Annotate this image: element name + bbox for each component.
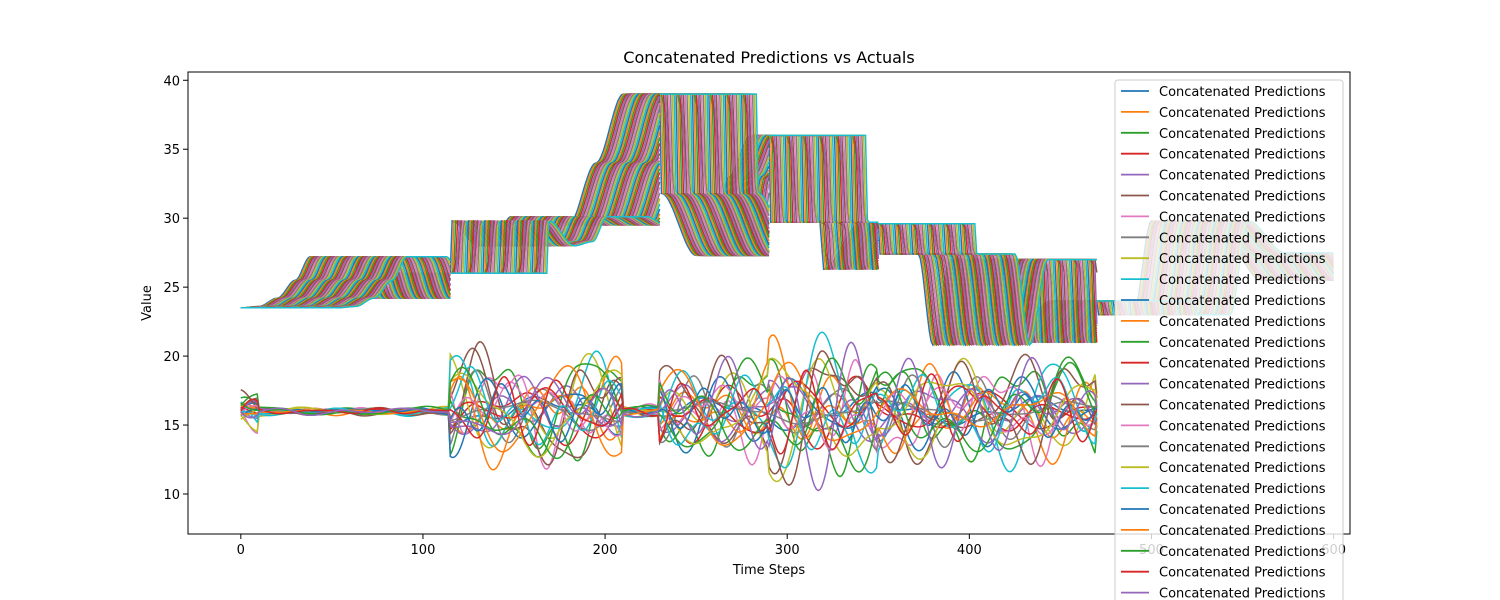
legend-entry-label: Concatenated Predictions	[1159, 273, 1326, 288]
legend-box	[1114, 79, 1344, 600]
legend-entry-label: Concatenated Predictions	[1159, 482, 1326, 497]
legend-entry-label: Concatenated Predictions	[1159, 587, 1326, 600]
chart-title: Concatenated Predictions vs Actuals	[623, 48, 914, 67]
legend-entry-label: Concatenated Predictions	[1159, 315, 1326, 330]
y-tick-label: 25	[163, 281, 180, 296]
legend-entry-label: Concatenated Predictions	[1159, 231, 1326, 246]
legend-entry-label: Concatenated Predictions	[1159, 357, 1326, 372]
actual-series-line	[240, 93, 1334, 347]
y-axis-label: Value	[140, 285, 155, 321]
legend-entry-label: Concatenated Predictions	[1159, 545, 1326, 560]
legend-entry-label: Concatenated Predictions	[1159, 127, 1326, 142]
legend-entry-label: Concatenated Predictions	[1159, 252, 1326, 267]
y-tick-label: 30	[163, 212, 180, 227]
x-axis-label: Time Steps	[732, 563, 806, 578]
x-tick-label: 100	[411, 543, 436, 558]
legend-entry-label: Concatenated Predictions	[1159, 148, 1326, 163]
y-tick-label: 20	[163, 350, 180, 365]
y-tick-label: 15	[163, 419, 180, 434]
x-tick-label: 0	[237, 543, 245, 558]
prediction-series-line	[240, 341, 1098, 492]
y-tick-label: 40	[163, 74, 180, 89]
legend-entry-label: Concatenated Predictions	[1159, 190, 1326, 205]
x-tick-label: 200	[593, 543, 618, 558]
series-layer	[240, 93, 1335, 492]
legend-entry-label: Concatenated Predictions	[1159, 440, 1326, 455]
legend-entry-label: Concatenated Predictions	[1159, 524, 1326, 539]
prediction-series-line	[240, 357, 1097, 460]
legend: Concatenated Predictions Concatenated Pre…	[1114, 79, 1344, 600]
y-axis: 10 15 20 25 30 35 40	[163, 74, 188, 503]
legend-entry-label: Concatenated Predictions	[1159, 399, 1326, 414]
legend-entry-label: Concatenated Predictions	[1159, 85, 1326, 100]
legend-entry-label: Concatenated Predictions	[1159, 566, 1326, 581]
legend-entry-label: Concatenated Predictions	[1159, 461, 1326, 476]
legend-entry-label: Concatenated Predictions	[1159, 210, 1326, 225]
legend-entry-label: Concatenated Predictions	[1159, 503, 1326, 518]
legend-entry-label: Concatenated Predictions	[1159, 294, 1326, 309]
legend-entry-label: Concatenated Predictions	[1159, 378, 1326, 393]
x-tick-label: 400	[957, 543, 982, 558]
legend-entry-label: Concatenated Predictions	[1159, 106, 1326, 121]
x-tick-label: 300	[775, 543, 800, 558]
legend-entry-label: Concatenated Predictions	[1159, 419, 1326, 434]
y-tick-label: 10	[163, 488, 180, 503]
legend-entry-label: Concatenated Predictions	[1159, 336, 1326, 351]
plot-frame	[187, 71, 1351, 535]
y-tick-label: 35	[163, 143, 180, 158]
legend-entry-label: Concatenated Predictions	[1159, 169, 1326, 184]
